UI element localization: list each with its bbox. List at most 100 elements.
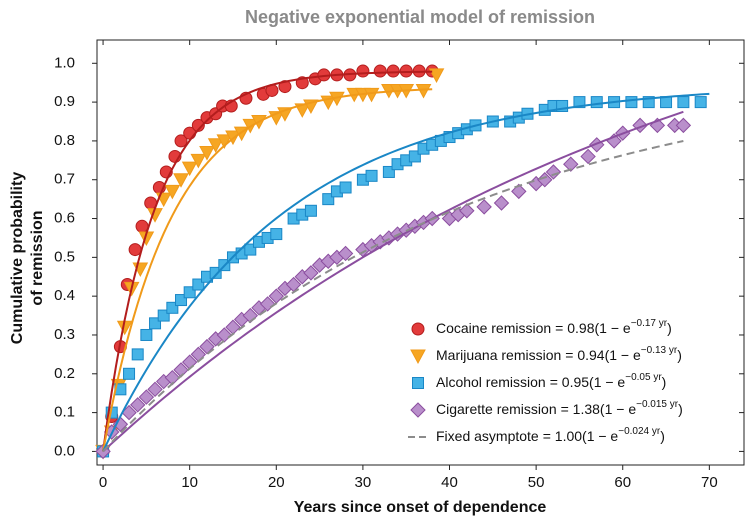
y-tick-label: 0.5 [54,248,75,265]
legend-exponent: −0.05 yr [625,372,662,383]
legend-label: Fixed asymptote = 1.00(1 − e−0.024 yr) [436,426,665,444]
legend-formula: = 0.94(1 − e [565,347,641,363]
data-point [199,146,215,161]
data-point [356,64,370,78]
data-point [363,87,380,103]
legend-exponent: −0.13 yr [641,345,678,356]
legend-formula: = 0.95(1 − e [550,374,626,390]
data-point [207,138,224,153]
legend-marker [410,402,426,418]
data-point [386,64,400,78]
legend-exponent: −0.015 yr [636,399,679,410]
legend-name: Alcohol remission [436,374,546,390]
data-point [175,294,188,307]
data-point [545,164,562,180]
x-tick-label: 70 [701,474,718,491]
x-axis-label: Years since onset of dependence [294,499,547,516]
data-point [537,172,553,188]
data-point [294,103,311,118]
data-point [140,328,153,341]
legend-marker [412,377,424,389]
data-point [339,181,352,194]
data-point [135,219,149,233]
y-tick-label: 0.0 [54,442,75,459]
data-point [190,153,207,169]
data-point [130,397,146,413]
data-point [365,169,378,182]
y-tick-label: 0.8 [54,132,75,149]
data-point [304,204,317,217]
legend-formula: ) [667,320,672,336]
fit-curve [102,88,433,452]
legend-label: Alcohol remission = 0.95(1 − e−0.05 yr) [436,372,666,390]
legend-exponent: −0.024 yr [618,426,661,437]
data-point [183,286,196,299]
y-axis-label-line: Cumulative probability [9,172,26,345]
data-point [244,243,257,256]
data-point [166,301,179,314]
data-point [573,96,586,109]
x-tick-label: 10 [181,474,198,491]
legend: Cocaine remission = 0.98(1 − e−0.17 yr) Ma… [408,318,683,444]
y-tick-label: 0.4 [54,287,75,304]
data-point [563,156,579,172]
legend-formula: = 1.00(1 − e [543,428,619,444]
x-tick-label: 0 [99,474,107,491]
x-tick-label: 50 [528,474,545,491]
data-point [677,96,690,109]
data-point [138,389,155,405]
data-point [209,266,222,279]
legend-label: Cocaine remission = 0.98(1 − e−0.17 yr) [436,318,672,336]
legend-formula: ) [660,428,665,444]
data-point [493,195,510,211]
data-point [216,327,233,343]
data-point [415,83,432,99]
data-point [164,184,181,200]
data-point [112,416,129,432]
y-tick-label: 0.1 [54,404,75,421]
legend-name: Cocaine remission [436,320,551,336]
data-point [642,96,655,109]
data-point [675,117,692,134]
data-point [580,148,596,165]
legend-name: Cigarette remission [436,401,557,417]
data-point [408,150,421,163]
legend-formula: ) [677,347,682,363]
chart-title: Negative exponential model of remission [245,7,595,27]
y-tick-label: 0.9 [54,93,75,110]
data-point [128,243,142,257]
legend-label: Cigarette remission = 1.38(1 − e−0.015 yr… [436,399,683,417]
data-point [173,173,189,188]
data-point [270,228,283,241]
legend-exponent: −0.17 yr [631,318,668,329]
data-point [337,245,354,262]
legend-marker [410,349,426,365]
fit-curve [102,92,710,452]
legend-formula: ) [678,401,683,417]
data-point [157,309,170,322]
data-point [382,165,395,178]
x-tick-label: 20 [268,474,285,491]
legend-formula: = 1.38(1 − e [561,401,637,417]
data-point [322,193,335,206]
legend-marker [411,322,425,336]
y-tick-label: 0.7 [54,171,75,188]
plot-frame [96,39,745,466]
data-point [131,348,144,361]
legend-name: Fixed asymptote [436,428,539,444]
fit-curve [102,140,684,453]
legend-name: Marijuana remission [436,347,561,363]
legend-formula: ) [662,374,667,390]
x-tick-label: 60 [614,474,631,491]
x-tick-label: 40 [441,474,458,491]
data-point [694,96,707,109]
fit-curve [102,110,684,453]
data-point [428,68,445,83]
data-point [199,338,215,355]
data-point [373,64,387,78]
data-point [174,134,188,148]
data-point [147,381,163,398]
data-point [123,367,136,380]
y-axis-label: Cumulative probability of remission [9,172,46,345]
